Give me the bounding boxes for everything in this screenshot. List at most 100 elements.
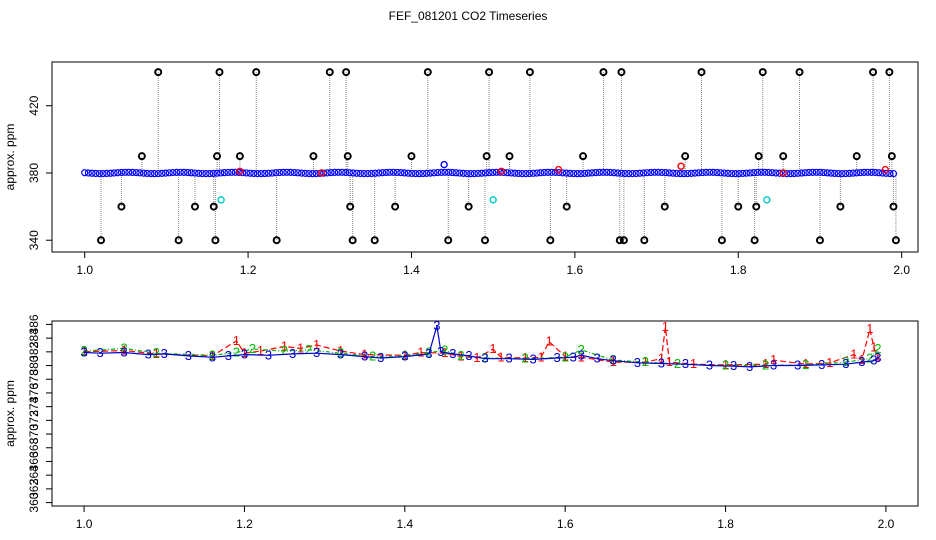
data-point bbox=[588, 169, 596, 177]
series-marker: 2 bbox=[842, 354, 849, 369]
x-tick-label: 1.8 bbox=[730, 263, 747, 277]
data-point bbox=[610, 169, 618, 177]
data-point bbox=[864, 168, 872, 176]
data-point bbox=[617, 169, 626, 177]
data-point bbox=[639, 169, 648, 177]
data-point bbox=[382, 168, 390, 177]
series-marker: 3 bbox=[80, 345, 87, 360]
series-marker: 3 bbox=[818, 357, 825, 372]
series-marker: 3 bbox=[658, 355, 665, 370]
data-point bbox=[845, 169, 853, 178]
data-point bbox=[437, 168, 445, 176]
y-tick-label: 364 bbox=[27, 465, 41, 485]
data-point bbox=[301, 169, 309, 177]
series-marker: 1 bbox=[578, 349, 585, 364]
series-marker: 1 bbox=[538, 349, 545, 364]
data-point bbox=[279, 168, 287, 176]
data-point bbox=[739, 169, 747, 178]
data-point bbox=[752, 202, 761, 211]
series-marker: 1 bbox=[826, 355, 833, 370]
series-marker: 3 bbox=[746, 359, 753, 374]
data-point bbox=[691, 169, 699, 177]
series-marker: 1 bbox=[870, 340, 877, 355]
series-marker: 3 bbox=[433, 318, 440, 333]
top-panel: 1.0 1.2 1.4 1.6 1.8 2.0 340 380 420 approx. ppm bbox=[3, 61, 919, 277]
data-point bbox=[525, 68, 534, 77]
data-point bbox=[669, 169, 677, 177]
data-point bbox=[570, 169, 578, 178]
series-marker: 3 bbox=[377, 350, 384, 365]
series-marker: 1 bbox=[802, 356, 809, 371]
data-point bbox=[603, 168, 611, 176]
data-point bbox=[842, 169, 850, 178]
data-point bbox=[187, 169, 195, 177]
data-point bbox=[84, 169, 92, 177]
data-point bbox=[150, 170, 159, 178]
data-point bbox=[702, 168, 710, 176]
data-point bbox=[746, 169, 754, 177]
data-point bbox=[136, 169, 144, 177]
data-point bbox=[797, 169, 806, 177]
data-point bbox=[478, 169, 486, 177]
data-point bbox=[117, 202, 126, 211]
series-marker: 3 bbox=[465, 348, 472, 363]
data-point bbox=[775, 169, 784, 177]
data-point bbox=[706, 168, 714, 176]
series-marker: 2 bbox=[249, 341, 256, 356]
data-point bbox=[92, 169, 100, 178]
series-marker: 2 bbox=[233, 345, 240, 360]
data-point bbox=[680, 170, 688, 178]
data-point bbox=[297, 169, 306, 177]
series-marker: 3 bbox=[870, 353, 877, 368]
data-point bbox=[378, 169, 387, 177]
data-point bbox=[331, 168, 339, 177]
series-marker: 3 bbox=[449, 346, 456, 361]
data-point bbox=[595, 168, 603, 176]
data-point bbox=[536, 169, 545, 177]
data-point bbox=[887, 152, 896, 161]
data-point bbox=[794, 169, 802, 177]
data-point bbox=[573, 170, 581, 178]
data-point bbox=[325, 68, 334, 77]
data-point bbox=[625, 170, 633, 178]
data-point bbox=[518, 170, 526, 178]
data-point bbox=[525, 169, 534, 178]
data-point bbox=[497, 167, 506, 175]
data-point bbox=[628, 170, 637, 178]
data-point bbox=[154, 68, 163, 77]
data-point bbox=[783, 170, 791, 178]
data-point bbox=[309, 170, 317, 178]
data-point bbox=[165, 169, 173, 177]
data-point bbox=[206, 170, 214, 178]
data-point bbox=[805, 168, 813, 177]
data-point bbox=[661, 169, 670, 177]
data-point bbox=[343, 152, 352, 161]
data-point bbox=[566, 169, 574, 177]
data-point bbox=[228, 168, 236, 176]
data-point bbox=[871, 168, 879, 177]
data-point bbox=[529, 169, 537, 177]
data-point bbox=[482, 152, 491, 161]
data-point bbox=[467, 170, 475, 178]
series-marker: 1 bbox=[497, 349, 504, 364]
series-marker: 2 bbox=[305, 342, 312, 357]
data-point bbox=[423, 68, 432, 77]
data-point bbox=[275, 168, 284, 177]
series-marker: 1 bbox=[257, 343, 264, 358]
series-marker: 2 bbox=[562, 349, 569, 364]
data-point bbox=[345, 169, 353, 177]
data-point bbox=[728, 169, 736, 178]
data-point bbox=[370, 236, 379, 245]
data-point bbox=[606, 168, 615, 177]
data-point bbox=[615, 236, 624, 245]
data-point bbox=[440, 160, 448, 169]
series-marker: 1 bbox=[874, 349, 881, 364]
data-point bbox=[356, 169, 365, 178]
data-point bbox=[647, 168, 655, 177]
data-point bbox=[717, 169, 725, 177]
data-point bbox=[886, 169, 894, 178]
series-marker: 3 bbox=[570, 349, 577, 364]
data-point bbox=[533, 169, 541, 177]
y-tick-label: 382 bbox=[27, 342, 41, 362]
data-point bbox=[393, 168, 401, 177]
